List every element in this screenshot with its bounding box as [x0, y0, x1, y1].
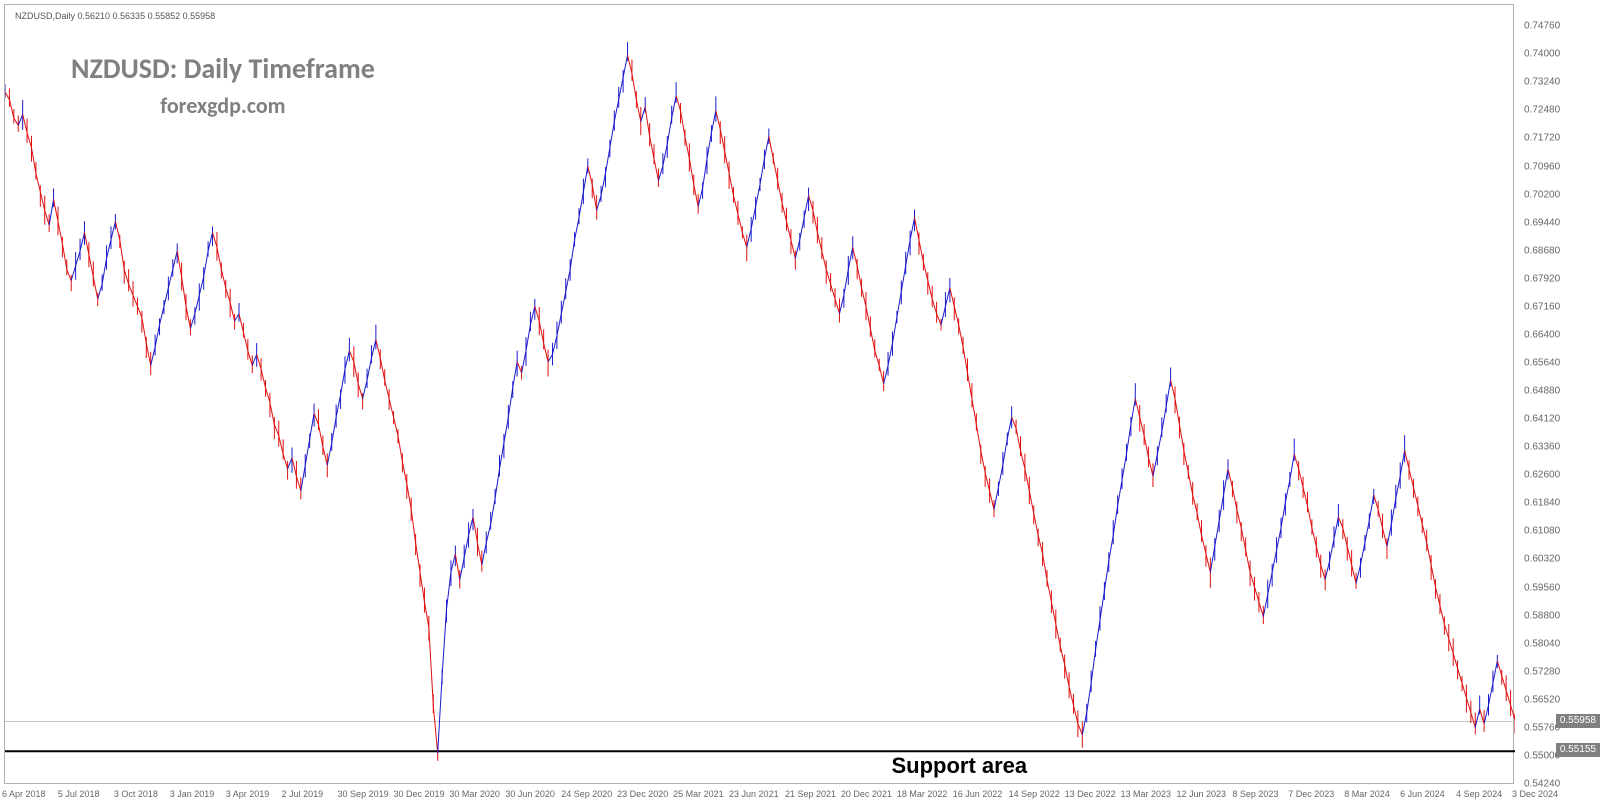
y-tick-label: 0.73240	[1524, 77, 1560, 88]
x-tick-label: 14 Sep 2022	[1009, 789, 1060, 799]
x-tick-label: 6 Apr 2018	[2, 789, 46, 799]
x-tick-label: 5 Jul 2018	[58, 789, 100, 799]
y-tick-label: 0.56520	[1524, 694, 1560, 705]
chart-container: NZDUSD,Daily 0.56210 0.56335 0.55852 0.5…	[0, 0, 1600, 805]
y-tick-label: 0.62600	[1524, 470, 1560, 481]
x-tick-label: 18 Mar 2022	[897, 789, 948, 799]
y-tick-label: 0.61080	[1524, 526, 1560, 537]
x-tick-label: 23 Dec 2020	[617, 789, 668, 799]
y-tick-label: 0.70960	[1524, 161, 1560, 172]
chart-title: NZDUSD: Daily Timeframe	[71, 51, 375, 86]
y-tick-label: 0.69440	[1524, 217, 1560, 228]
y-axis: 0.542400.550000.557600.565200.572800.580…	[1518, 4, 1600, 784]
x-tick-label: 2 Jul 2019	[282, 789, 324, 799]
x-tick-label: 8 Sep 2023	[1232, 789, 1278, 799]
y-tick-label: 0.74000	[1524, 49, 1560, 60]
symbol-ohlc-readout: NZDUSD,Daily 0.56210 0.56335 0.55852 0.5…	[15, 11, 215, 21]
x-tick-label: 6 Jun 2024	[1400, 789, 1445, 799]
x-tick-label: 3 Jan 2019	[170, 789, 215, 799]
x-tick-label: 13 Mar 2023	[1121, 789, 1172, 799]
y-tick-label: 0.64120	[1524, 414, 1560, 425]
y-tick-label: 0.54240	[1524, 779, 1560, 790]
y-tick-label: 0.64880	[1524, 386, 1560, 397]
price-line-chart	[5, 5, 1515, 785]
x-tick-label: 3 Apr 2019	[226, 789, 270, 799]
title-overlay: NZDUSD: Daily Timeframe forexgdp.com	[71, 51, 375, 119]
price-tag: 0.55958	[1556, 714, 1600, 728]
x-tick-label: 30 Mar 2020	[449, 789, 500, 799]
y-tick-label: 0.67160	[1524, 301, 1560, 312]
x-tick-label: 7 Dec 2023	[1288, 789, 1334, 799]
y-tick-label: 0.63360	[1524, 442, 1560, 453]
x-tick-label: 8 Mar 2024	[1344, 789, 1390, 799]
x-tick-label: 16 Jun 2022	[953, 789, 1003, 799]
y-tick-label: 0.68680	[1524, 245, 1560, 256]
x-tick-label: 30 Sep 2019	[338, 789, 389, 799]
x-tick-label: 21 Sep 2021	[785, 789, 836, 799]
y-tick-label: 0.70200	[1524, 189, 1560, 200]
y-tick-label: 0.71720	[1524, 133, 1560, 144]
x-tick-label: 13 Dec 2022	[1065, 789, 1116, 799]
x-axis: 6 Apr 2018 5 Jul 2018 3 Oct 2018 3 Jan 2019…	[4, 788, 1514, 805]
x-tick-label: 3 Oct 2018	[114, 789, 158, 799]
y-tick-label: 0.60320	[1524, 554, 1560, 565]
y-tick-label: 0.55000	[1524, 750, 1560, 761]
x-tick-label: 25 Mar 2021	[673, 789, 724, 799]
y-tick-label: 0.66400	[1524, 329, 1560, 340]
y-tick-label: 0.74760	[1524, 21, 1560, 32]
support-area-label: Support area	[891, 753, 1027, 779]
y-tick-label: 0.59560	[1524, 582, 1560, 593]
chart-subtitle: forexgdp.com	[71, 92, 375, 119]
x-tick-label: 30 Dec 2019	[393, 789, 444, 799]
x-tick-label: 30 Jun 2020	[505, 789, 555, 799]
x-tick-label: 24 Sep 2020	[561, 789, 612, 799]
x-tick-label: 12 Jun 2023	[1176, 789, 1226, 799]
y-tick-label: 0.58800	[1524, 610, 1560, 621]
x-tick-label: 20 Dec 2021	[841, 789, 892, 799]
y-tick-label: 0.67920	[1524, 273, 1560, 284]
x-tick-label: 3 Dec 2024	[1512, 789, 1558, 799]
y-tick-label: 0.58040	[1524, 638, 1560, 649]
y-tick-label: 0.72480	[1524, 105, 1560, 116]
price-tag: 0.55155	[1556, 743, 1600, 757]
x-tick-label: 4 Sep 2024	[1456, 789, 1502, 799]
plot-area[interactable]: NZDUSD,Daily 0.56210 0.56335 0.55852 0.5…	[4, 4, 1514, 784]
y-tick-label: 0.57280	[1524, 666, 1560, 677]
y-tick-label: 0.55760	[1524, 722, 1560, 733]
y-tick-label: 0.65640	[1524, 357, 1560, 368]
y-tick-label: 0.61840	[1524, 498, 1560, 509]
x-tick-label: 23 Jun 2021	[729, 789, 779, 799]
